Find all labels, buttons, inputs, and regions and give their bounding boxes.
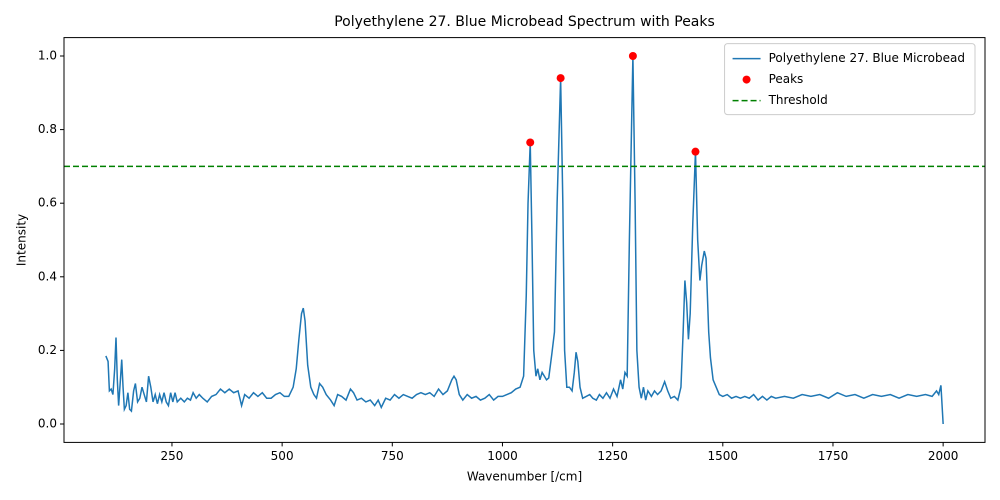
y-tick-label: 0.8 [38,122,57,136]
x-tick-label: 2000 [928,449,959,463]
x-tick-label: 1500 [708,449,739,463]
legend-marker [742,75,751,84]
peak-marker [628,52,637,60]
y-tick-label: 0.4 [38,269,57,283]
plot-frame [63,37,986,443]
x-tick-label: 250 [161,449,184,463]
x-axis-label: Wavenumber [/cm] [467,470,582,484]
x-tick-label: 1000 [487,449,518,463]
y-tick-label: 0.0 [38,417,57,431]
y-tick-label: 1.0 [38,49,57,63]
chart-title: Polyethylene 27. Blue Microbead Spectrum… [334,14,715,30]
legend-label: Peaks [769,72,804,86]
x-tick-label: 500 [271,449,294,463]
legend-box [724,43,976,116]
y-tick-label: 0.6 [38,196,57,210]
spectrum-line [105,55,944,425]
x-tick-label: 1750 [818,449,849,463]
x-tick-label: 1250 [597,449,628,463]
y-tick-label: 0.2 [38,343,57,357]
peak-marker [691,147,700,156]
peak-marker [526,138,535,147]
legend-label: Polyethylene 27. Blue Microbead [769,51,965,65]
y-axis-label: Intensity [15,214,29,266]
x-tick-label: 750 [381,449,404,463]
peak-marker [556,74,565,83]
legend-label: Threshold [768,93,828,107]
